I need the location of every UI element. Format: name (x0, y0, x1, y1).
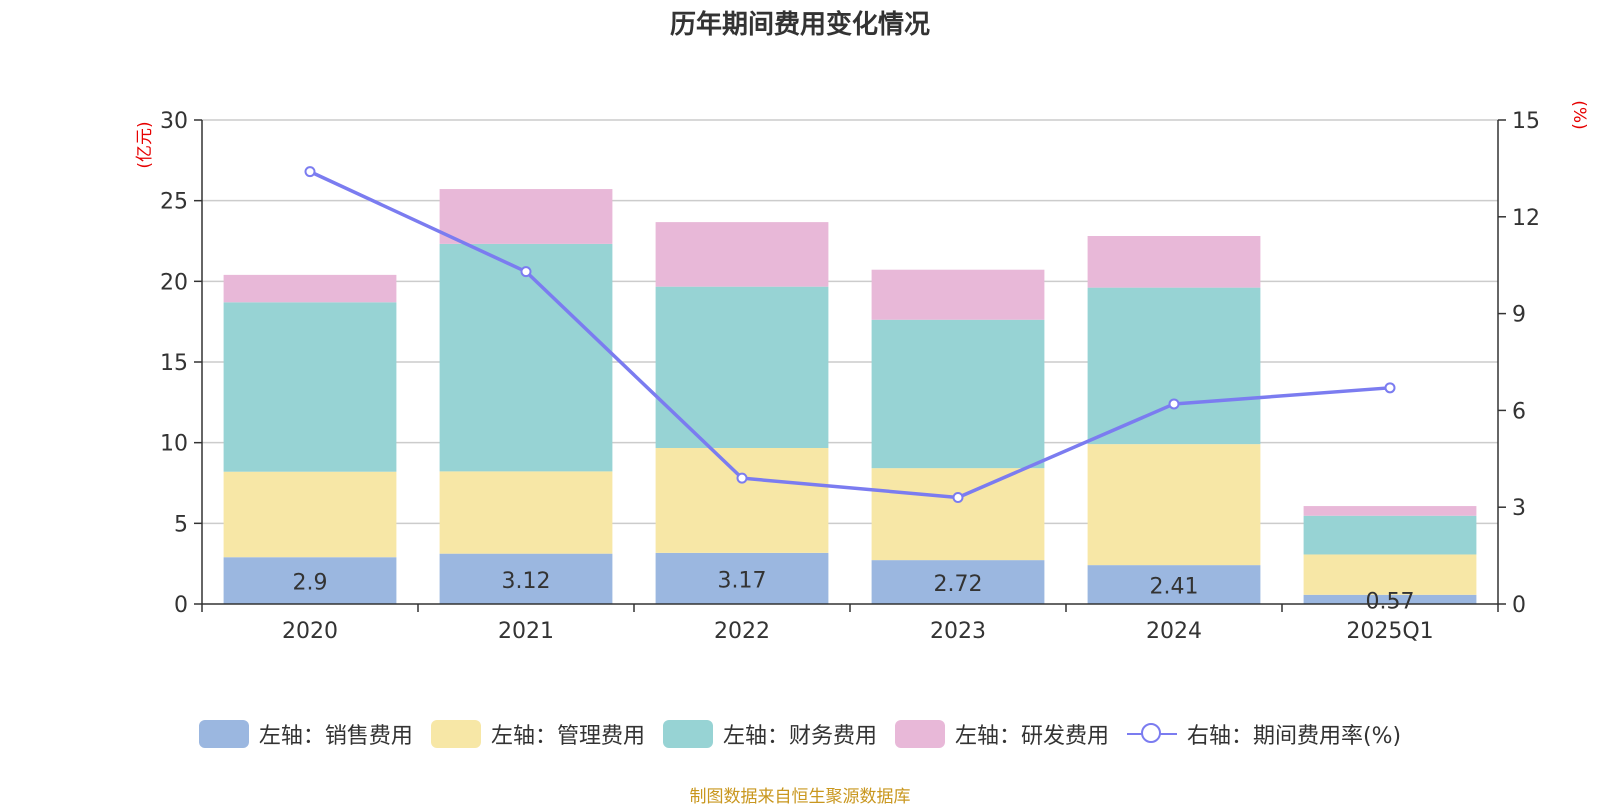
legend-label: 左轴：财务费用 (722, 724, 877, 749)
bar-admin (1087, 444, 1261, 566)
grid-layer (202, 119, 1498, 525)
x-tick-label: 2023 (930, 619, 986, 644)
y-left-unit: (亿元) (135, 121, 155, 168)
data-label-sales: 2.9 (293, 571, 328, 596)
bar-finance (871, 319, 1045, 469)
bar-rd (439, 189, 613, 244)
legend-item-admin[interactable]: 左轴：管理费用 (430, 718, 645, 750)
legend-label: 左轴：研发费用 (954, 724, 1109, 749)
y-left-tick-label: 30 (160, 109, 188, 134)
legend-swatch-icon (894, 720, 945, 748)
bar-finance (1087, 287, 1261, 445)
rate-point (1168, 398, 1180, 410)
legend-item-finance[interactable]: 左轴：财务费用 (662, 718, 877, 750)
rate-point (520, 266, 532, 278)
bar-rd (655, 222, 829, 287)
bar-rd (871, 269, 1045, 320)
y-left-tick-label: 5 (174, 512, 188, 537)
legend-item-sales[interactable]: 左轴：销售费用 (198, 718, 413, 750)
data-source-note: 制图数据来自恒生聚源数据库 (689, 787, 911, 807)
legend-swatch-icon (430, 720, 481, 748)
bar-admin (1303, 554, 1477, 595)
y-right-tick-label: 12 (1512, 206, 1540, 231)
y-right-tick-label: 15 (1512, 109, 1540, 134)
data-label-sales: 3.12 (502, 569, 551, 594)
bar-finance (655, 286, 829, 448)
line-layer (304, 166, 1396, 504)
y-left-tick-label: 0 (174, 593, 188, 618)
bar-admin (223, 471, 397, 558)
y-right-tick-label: 0 (1512, 593, 1526, 618)
legend-label: 左轴：管理费用 (490, 724, 645, 749)
bar-admin (655, 447, 829, 553)
bar-layer (223, 189, 1477, 604)
rate-line (309, 170, 1391, 500)
y-left-tick-label: 20 (160, 270, 188, 295)
x-tick-label: 2024 (1146, 619, 1202, 644)
bar-finance (439, 243, 613, 472)
y-left-tick-label: 25 (160, 190, 188, 215)
data-label-sales: 2.41 (1150, 575, 1199, 600)
bar-sales (655, 552, 829, 604)
bar-admin (439, 471, 613, 554)
bar-admin (871, 468, 1045, 561)
rate-point (952, 492, 964, 504)
rate-point (304, 166, 316, 178)
bar-finance (1303, 515, 1477, 555)
label-layer: 2.9 3.12 3.17 2.72 2.41 0.57 (293, 568, 1415, 614)
legend-swatch-icon (662, 720, 713, 748)
legend-label: 右轴：期间费用率(%) (1186, 724, 1402, 749)
axis-layer: 0 5 10 15 20 25 30 0 3 6 9 12 15 2020 2021 2022 2023 2024… (135, 100, 1589, 644)
bar-rd (223, 274, 397, 303)
data-label-sales: 2.72 (934, 572, 983, 597)
x-tick-label: 2025Q1 (1346, 619, 1433, 644)
legend-item-rd[interactable]: 左轴：研发费用 (894, 718, 1109, 750)
rate-point (736, 472, 748, 484)
bar-sales (223, 557, 397, 604)
legend-label: 左轴：销售费用 (258, 724, 413, 749)
y-right-tick-label: 9 (1512, 303, 1526, 328)
legend-item-rate[interactable]: 右轴：期间费用率(%) (1126, 718, 1402, 750)
legend-line-marker-icon (1126, 720, 1177, 748)
x-tick-label: 2022 (714, 619, 770, 644)
y-right-unit: (%) (1569, 100, 1589, 129)
y-right-tick-label: 6 (1512, 399, 1526, 424)
bar-sales (439, 553, 613, 604)
bar-rd (1303, 506, 1477, 516)
legend: 左轴：销售费用 左轴：管理费用 左轴：财务费用 左轴：研发费用 右轴：期间费用率(%) (0, 718, 1600, 750)
legend-swatch-icon (198, 720, 249, 748)
y-right-tick-label: 3 (1512, 496, 1526, 521)
rate-point (1384, 382, 1396, 394)
x-tick-label: 2021 (498, 619, 554, 644)
bar-sales (1303, 594, 1477, 604)
bar-sales (1087, 565, 1261, 604)
y-left-tick-label: 10 (160, 432, 188, 457)
x-tick-label: 2020 (282, 619, 338, 644)
bar-rd (1087, 235, 1261, 288)
bar-sales (871, 560, 1045, 604)
y-left-tick-label: 15 (160, 351, 188, 376)
chart-title: 历年期间费用变化情况 (669, 10, 930, 40)
data-label-sales: 3.17 (718, 568, 767, 593)
data-label-sales: 0.57 (1366, 589, 1415, 614)
bar-finance (223, 302, 397, 472)
